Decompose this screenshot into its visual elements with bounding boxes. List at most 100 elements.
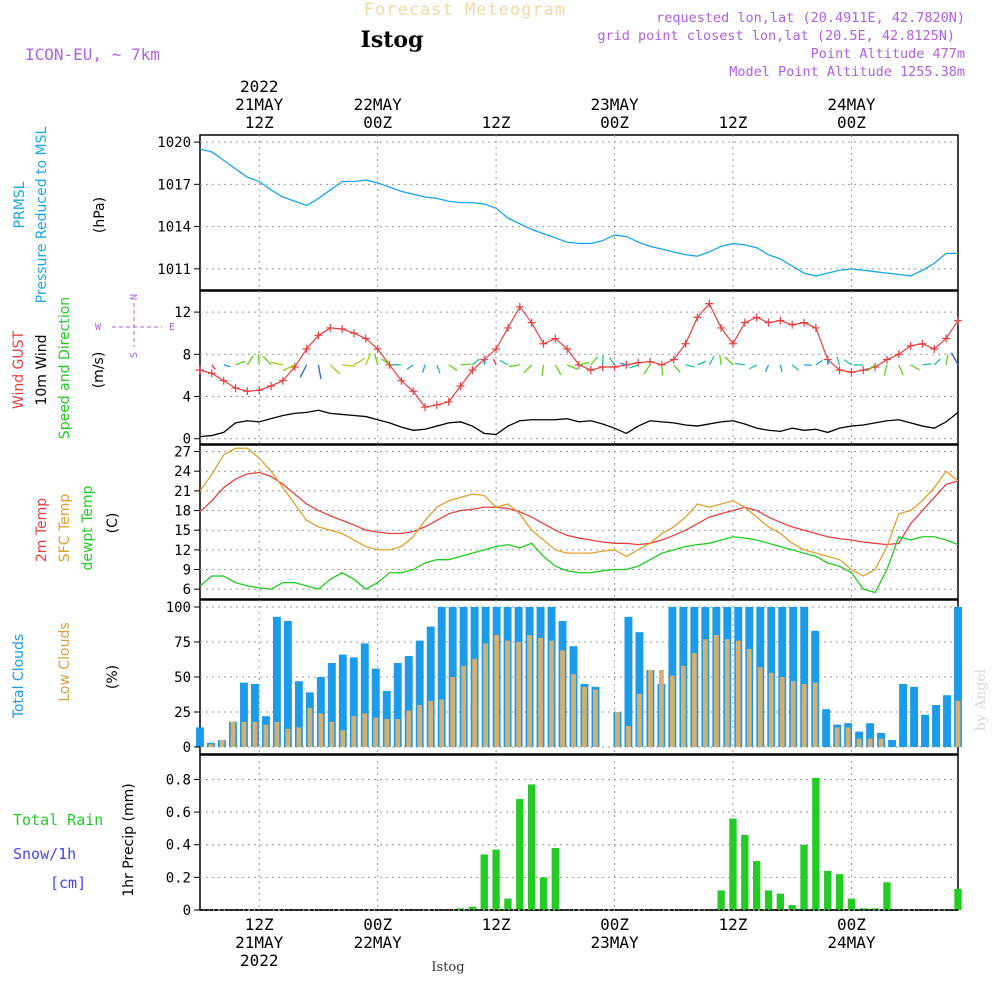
time-tick-label-top: 00Z <box>363 113 392 132</box>
compass-south: S <box>129 352 140 358</box>
low-clouds-bar <box>846 727 851 747</box>
time-tick-label-bottom: 00Z <box>363 915 392 934</box>
rain-bar <box>516 799 523 910</box>
low-clouds-label: Low Clouds <box>57 622 73 701</box>
low-clouds-bar <box>769 673 774 747</box>
rain-bar <box>800 845 807 910</box>
rain-bar <box>492 850 499 910</box>
low-clouds-bar <box>681 666 686 747</box>
low-clouds-bar <box>626 726 631 747</box>
total-clouds-bar <box>921 715 929 747</box>
time-tick-label-bottom: 12Z <box>245 915 274 934</box>
temp-unit: (C) <box>105 513 121 534</box>
low-clouds-bar <box>538 638 543 747</box>
clouds-unit: (%) <box>105 665 121 689</box>
low-clouds-bar <box>516 642 521 747</box>
low-clouds-bar <box>220 740 225 747</box>
y-tick-label: 1014 <box>157 220 191 236</box>
low-clouds-bar <box>253 722 258 747</box>
low-clouds-bar <box>242 722 247 747</box>
y-tick-label: 0.4 <box>166 838 191 854</box>
gust-label: Wind GUST <box>11 330 27 409</box>
low-clouds-bar <box>417 705 422 747</box>
low-clouds-bar <box>329 722 334 747</box>
rain-bar <box>481 855 488 910</box>
rain-bar <box>528 784 535 910</box>
total-clouds-bar <box>888 740 896 747</box>
footer-location: Istog <box>431 960 464 975</box>
low-clouds-bar <box>494 635 499 747</box>
low-clouds-bar <box>231 722 236 747</box>
low-clouds-bar <box>406 711 411 747</box>
low-clouds-bar <box>857 739 862 747</box>
low-clouds-bar <box>747 649 752 747</box>
rain-bar <box>729 819 736 910</box>
pressure-label-2: Pressure Reduced to MSL <box>34 126 50 303</box>
low-clouds-bar <box>395 719 400 747</box>
y-tick-label: 27 <box>174 445 191 461</box>
low-clouds-bar <box>362 713 367 747</box>
time-tick-label-top: 00Z <box>837 113 866 132</box>
rain-bar <box>765 890 772 910</box>
low-clouds-bar <box>351 716 356 747</box>
low-clouds-bar <box>758 667 763 747</box>
y-tick-label: 100 <box>166 600 191 616</box>
low-clouds-bar <box>209 744 214 747</box>
model-altitude: Model Point Altitude 1255.38m <box>729 64 965 80</box>
low-clouds-bar <box>868 739 873 747</box>
chart-title: Forecast Meteogram <box>364 0 566 20</box>
y-tick-label: 0 <box>183 740 191 756</box>
snow-label: Snow/1h <box>13 845 76 863</box>
precip-axis-label: 1hr Precip (mm) <box>121 783 137 896</box>
time-tick-label-bottom: 22MAY <box>354 933 403 952</box>
pressure-unit: (hPa) <box>92 197 108 233</box>
compass-east: E <box>169 322 175 333</box>
time-tick-label-bottom: 00Z <box>837 915 866 934</box>
low-clouds-bar <box>615 712 620 747</box>
low-clouds-bar <box>560 650 565 747</box>
time-tick-label-bottom: 00Z <box>600 915 629 934</box>
time-tick-label-top: 2022 <box>240 77 279 96</box>
time-tick-label-bottom: 23MAY <box>590 933 639 952</box>
low-clouds-bar <box>340 730 345 747</box>
y-tick-label: 12 <box>174 305 191 321</box>
compass-west: W <box>95 322 102 333</box>
rain-bar <box>848 899 855 910</box>
total-clouds-label: Total Clouds <box>11 634 27 719</box>
low-clouds-bar <box>318 713 323 747</box>
low-clouds-bar <box>582 687 587 747</box>
low-clouds-bar <box>725 639 730 747</box>
time-tick-label-top: 12Z <box>719 113 748 132</box>
total-clouds-bar <box>284 621 292 747</box>
y-tick-label: 9 <box>183 563 191 579</box>
y-tick-label: 15 <box>174 523 191 539</box>
wind-direction-arrow <box>258 354 259 365</box>
rain-bar <box>954 889 961 910</box>
pressure-label-1: PRMSL <box>12 181 28 228</box>
low-clouds-bar <box>483 643 488 747</box>
low-clouds-bar <box>670 676 675 747</box>
low-clouds-bar <box>714 635 719 747</box>
y-tick-label: 24 <box>174 464 191 480</box>
low-clouds-bar <box>813 683 818 747</box>
time-tick-label-top: 12Z <box>482 113 511 132</box>
low-clouds-bar <box>384 719 389 747</box>
rain-bar <box>812 778 819 910</box>
y-tick-label: 75 <box>174 635 191 651</box>
low-clouds-bar <box>593 690 598 747</box>
low-clouds-bar <box>637 694 642 747</box>
low-clouds-bar <box>703 639 708 747</box>
total-clouds-bar <box>932 705 940 747</box>
low-clouds-bar <box>648 670 653 747</box>
low-clouds-bar <box>264 725 269 747</box>
low-clouds-bar <box>879 739 884 747</box>
rain-bar <box>777 894 784 910</box>
wind-direction-arrow <box>662 365 663 376</box>
rain-bar <box>741 835 748 910</box>
model-label: ICON-EU, ~ 7km <box>25 45 160 64</box>
y-tick-label: 12 <box>174 543 191 559</box>
y-tick-label: 21 <box>174 484 191 500</box>
y-tick-label: 4 <box>183 390 191 406</box>
y-tick-label: 1020 <box>157 135 191 151</box>
low-clouds-bar <box>956 701 961 747</box>
